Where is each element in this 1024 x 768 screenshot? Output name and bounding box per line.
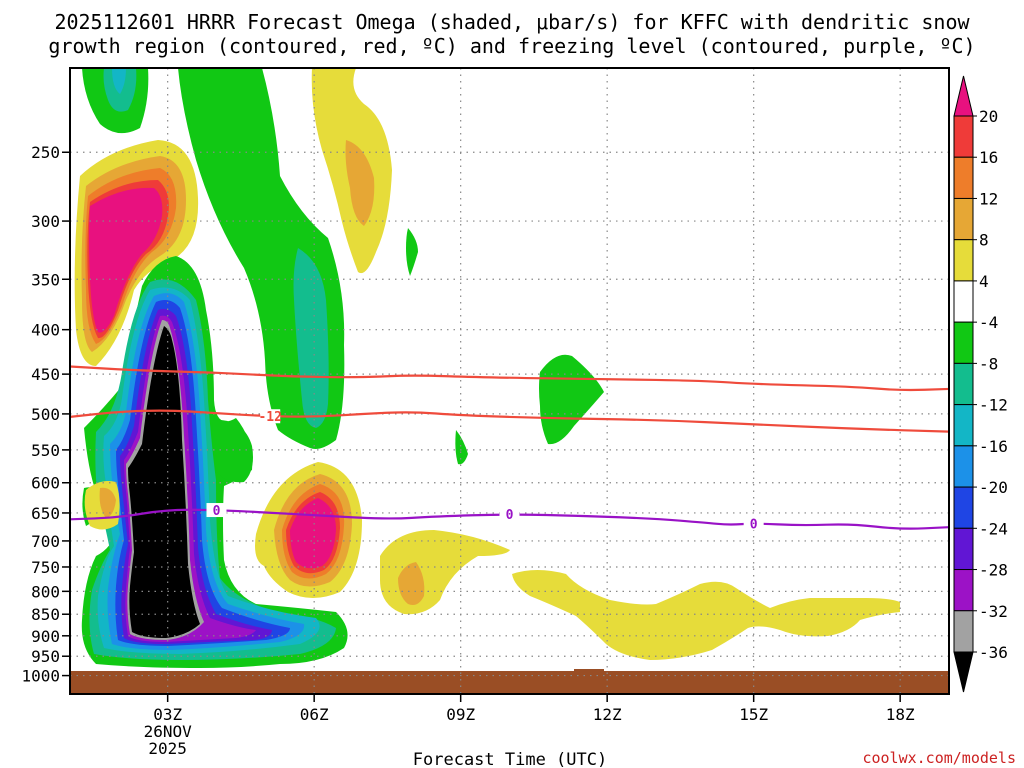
colorbar-box-white xyxy=(953,280,974,323)
colorbar-bottom-triangle xyxy=(953,651,974,693)
omega-region-descent-core-left xyxy=(74,140,199,366)
colorbar-label-12: -32 xyxy=(979,602,1008,621)
colorbar-box-indigo xyxy=(953,527,974,571)
colorbar-label-2: 12 xyxy=(979,189,998,208)
colorbar-label-13: -36 xyxy=(979,643,1008,662)
y-tick-label-300: 300 xyxy=(31,212,60,231)
colorbar-label-1: 16 xyxy=(979,148,998,167)
colorbar-label-5: -4 xyxy=(979,313,998,332)
colorbar-label-9: -20 xyxy=(979,478,1008,497)
colorbar-box-yellow xyxy=(953,239,974,282)
x-tick-label-09Z: 09Z xyxy=(446,705,475,724)
freezing-level-contour-label-1: 0 xyxy=(506,508,514,523)
colorbar-box-amber xyxy=(953,197,974,241)
freezing-level-contour-label-bg-0 xyxy=(206,503,227,518)
omega-region-ascent-band-upper-mid xyxy=(178,68,345,449)
x-tick-label-18Z: 18Z xyxy=(886,705,915,724)
y-tick-label-500: 500 xyxy=(31,405,60,424)
colorbar-box-blue xyxy=(953,486,974,529)
y-tick-label-650: 650 xyxy=(31,504,60,523)
colorbar-box-purple xyxy=(953,569,974,612)
plot-area: -12 0 0 0 xyxy=(70,68,949,694)
dgz-lower-contour-label-bg-0 xyxy=(260,409,281,424)
colorbar-box-orange xyxy=(953,156,974,199)
dgz-lower-contour-label-0: -12 xyxy=(258,410,281,425)
omega-region-descent-lower-mid-cell xyxy=(380,530,510,615)
omega-region-ascent-upper-left xyxy=(82,68,149,134)
y-tick-label-700: 700 xyxy=(31,532,60,551)
freezing-level-contour-label-0: 0 xyxy=(213,504,221,519)
y-tick-label-400: 400 xyxy=(31,321,60,340)
x-tick-date: 26NOV xyxy=(144,722,193,741)
colorbar-box-cyan xyxy=(953,404,974,447)
colorbar-label-6: -8 xyxy=(979,354,998,373)
y-tick-label-900: 900 xyxy=(31,627,60,646)
x-tick-label-12Z: 12Z xyxy=(593,705,622,724)
colorbar-box-teal xyxy=(953,362,974,406)
y-tick-label-250: 250 xyxy=(31,143,60,162)
omega-region-descent-band-upper-right xyxy=(311,68,418,276)
credit-text: coolwx.com/models xyxy=(862,749,1016,767)
colorbar-box-gray xyxy=(953,610,974,653)
omega-region-descent-core-0630z xyxy=(255,462,362,598)
y-tick-label-350: 350 xyxy=(31,270,60,289)
y-tick-label-850: 850 xyxy=(31,605,60,624)
colorbar-label-11: -28 xyxy=(979,561,1008,580)
omega-region-descent-lower-right-band xyxy=(512,570,900,660)
y-axis-pressure: 250 300 350 400 450 500 550 600 650 700 750 800 850 9… xyxy=(21,143,70,686)
ground-level-sliver xyxy=(574,669,604,673)
chart-title-line1: 2025112601 HRRR Forecast Omega (shaded, … xyxy=(54,10,970,34)
freezing-level-contour-label-bg-1 xyxy=(499,507,520,522)
x-axis-label: Forecast Time (UTC) xyxy=(413,750,607,768)
omega-region-ascent-lobe-550 xyxy=(212,419,253,483)
x-tick-label-06Z: 06Z xyxy=(300,705,329,724)
colorbar-label-0: 20 xyxy=(979,107,998,126)
colorbar-top-triangle xyxy=(953,75,974,117)
contour-lines: -12 0 0 0 xyxy=(70,365,949,532)
omega-region-small-cells xyxy=(455,354,604,465)
grid-lines xyxy=(70,68,949,694)
freezing-level-contour-label-2: 0 xyxy=(750,517,758,532)
colorbar-label-10: -24 xyxy=(979,519,1008,538)
plot-border xyxy=(69,67,950,695)
colorbar-label-7: -12 xyxy=(979,396,1008,415)
freezing-level-contour-label-bg-2 xyxy=(743,516,764,531)
y-tick-label-550: 550 xyxy=(31,441,60,460)
chart-title-line2: growth region (contoured, red, ºC) and f… xyxy=(48,34,975,58)
colorbar-legend: 20 16 12 8 4 -4 -8 -12 -16 -20 -24 -28 -32 -36 xyxy=(953,75,1008,693)
omega-region-descent-patch-left xyxy=(84,481,120,530)
x-tick-label-15Z: 15Z xyxy=(739,705,768,724)
x-tick-label-03Z: 03Z xyxy=(153,705,182,724)
x-tick-year: 2025 xyxy=(148,739,187,758)
colorbar-label-3: 8 xyxy=(979,231,989,250)
colorbar-box-sky xyxy=(953,445,974,488)
y-tick-label-450: 450 xyxy=(31,365,60,384)
y-tick-label-600: 600 xyxy=(31,474,60,493)
y-tick-label-950: 950 xyxy=(31,647,60,666)
ground-level-fill xyxy=(70,671,949,694)
y-tick-label-750: 750 xyxy=(31,558,60,577)
colorbar-box-red xyxy=(953,115,974,158)
dgz-lower-contour xyxy=(70,409,949,433)
colorbar-label-4: 4 xyxy=(979,272,989,291)
colorbar-label-8: -16 xyxy=(979,437,1008,456)
colorbar-box-green xyxy=(953,321,974,364)
y-tick-label-800: 800 xyxy=(31,582,60,601)
dgz-upper-contour xyxy=(70,365,949,392)
y-tick-label-1000: 1000 xyxy=(21,667,60,686)
